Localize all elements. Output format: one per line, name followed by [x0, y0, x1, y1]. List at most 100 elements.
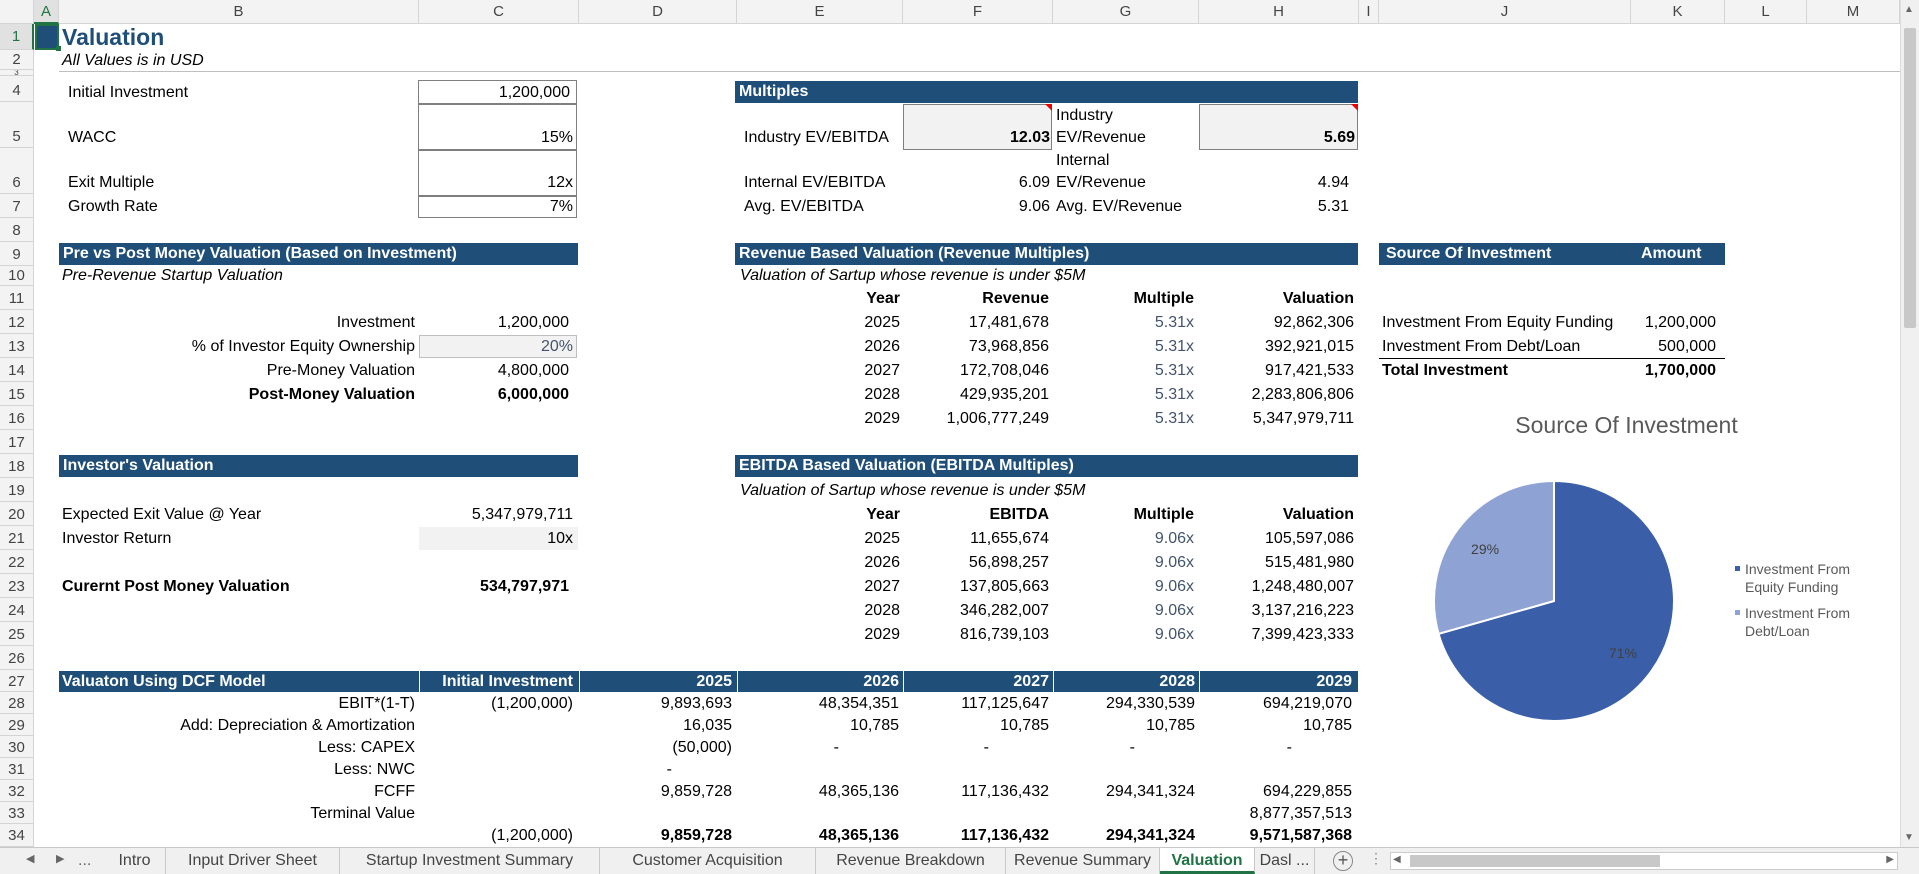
row-header[interactable]: 29 [0, 714, 34, 736]
row-header[interactable]: 30 [0, 736, 34, 758]
dcf-col-header: 2027 [1013, 673, 1049, 690]
row-header[interactable]: 7 [0, 194, 34, 218]
wacc-cell[interactable] [418, 104, 577, 150]
col-header-b[interactable]: B [59, 0, 419, 24]
equity-funding-label: Investment From Equity Funding [1382, 314, 1614, 331]
investor-return-cell[interactable] [419, 527, 578, 550]
scroll-thumb[interactable] [1904, 28, 1916, 328]
row-header[interactable]: 16 [0, 406, 34, 430]
row-header[interactable]: 10 [0, 266, 34, 286]
row-header[interactable]: 19 [0, 478, 34, 502]
exit-value: 5,347,979,711 [471, 506, 573, 523]
row-header[interactable]: 17 [0, 430, 34, 454]
row-header[interactable]: 14 [0, 358, 34, 382]
tab-next-icon[interactable]: ▶ [56, 853, 65, 865]
tab-prev-icon[interactable]: ◀ [26, 853, 35, 865]
sheet-tab[interactable]: Dasl ... [1255, 848, 1315, 874]
row-header[interactable]: 24 [0, 598, 34, 622]
industry-ev-revenue-cell[interactable] [1199, 104, 1358, 150]
row-header[interactable]: 11 [0, 286, 34, 310]
select-all-corner[interactable] [0, 0, 34, 24]
row-header[interactable]: 18 [0, 454, 34, 478]
col-header-a[interactable]: A [34, 0, 59, 24]
sheet-tab[interactable]: Valuation [1160, 848, 1255, 874]
col-header-j[interactable]: J [1379, 0, 1631, 24]
ebitda-col-valuation: Valuation [1282, 506, 1354, 523]
row-header[interactable]: 23 [0, 574, 34, 598]
initial-investment-cell[interactable] [418, 80, 577, 104]
sheet-tab[interactable]: Revenue Breakdown [816, 848, 1006, 874]
col-header-h[interactable]: H [1199, 0, 1359, 24]
row-header[interactable]: 32 [0, 780, 34, 802]
sheet-tab[interactable]: Customer Acquisition [600, 848, 816, 874]
debt-loan-value: 500,000 [1658, 338, 1716, 355]
comment-indicator[interactable] [1351, 104, 1358, 111]
row-header[interactable]: 21 [0, 526, 34, 550]
h-scroll-thumb[interactable] [1410, 855, 1660, 867]
row-header[interactable]: 6 [0, 148, 34, 194]
row-header[interactable]: 34 [0, 824, 34, 847]
row-header[interactable]: 15 [0, 382, 34, 406]
col-header-l[interactable]: L [1725, 0, 1807, 24]
tab-splitter-icon[interactable]: ⋮ [1369, 850, 1383, 866]
sheet-tab[interactable]: Input Driver Sheet [166, 848, 340, 874]
col-header-g[interactable]: G [1053, 0, 1199, 24]
dcf-cell: 117,136,432 [960, 827, 1049, 844]
scroll-up-icon[interactable]: ▲ [1904, 4, 1914, 15]
row-header[interactable]: 2 [0, 50, 34, 70]
horizontal-scrollbar[interactable]: ◀ ▶ [1390, 852, 1898, 870]
equity-ownership-cell[interactable] [419, 335, 577, 358]
col-header-i[interactable]: I [1359, 0, 1379, 24]
row-header[interactable]: 9 [0, 242, 34, 266]
dcf-row-label: Terminal Value [310, 805, 415, 822]
vertical-scrollbar[interactable]: ▲ ▼ [1900, 0, 1919, 847]
row-header[interactable]: 4 [0, 76, 34, 102]
col-header-d[interactable]: D [579, 0, 737, 24]
row-header[interactable]: 25 [0, 622, 34, 646]
row-header[interactable]: 5 [0, 102, 34, 148]
row-header[interactable]: 20 [0, 502, 34, 526]
dcf-cell: 294,341,324 [1106, 783, 1195, 800]
ebitda-col-ebitda: EBITDA [989, 506, 1049, 523]
row-header[interactable]: 13 [0, 334, 34, 358]
row-header[interactable]: 28 [0, 692, 34, 714]
comment-indicator[interactable] [1045, 104, 1052, 111]
row-header[interactable]: 22 [0, 550, 34, 574]
row-header[interactable]: 12 [0, 310, 34, 334]
col-header-e[interactable]: E [737, 0, 903, 24]
col-header-k[interactable]: K [1631, 0, 1725, 24]
row-header[interactable]: 27 [0, 670, 34, 692]
pie-slice[interactable] [1433, 479, 1555, 636]
sheet-tab[interactable]: Intro [104, 848, 166, 874]
dcf-col-header: 2025 [696, 673, 732, 690]
sheet-tab[interactable]: Revenue Summary [1006, 848, 1160, 874]
col-header-m[interactable]: M [1807, 0, 1900, 24]
sheet-tab[interactable]: Startup Investment Summary [340, 848, 600, 874]
legend-swatch [1735, 610, 1740, 615]
revenue_val-cell: 5,347,979,711 [1252, 410, 1354, 427]
exit-multiple-label: Exit Multiple [68, 174, 155, 191]
pie-chart[interactable]: Source Of Investment 71% 29% Investment F… [1379, 404, 1899, 744]
fill-handle[interactable] [56, 46, 61, 51]
row-header[interactable]: 8 [0, 218, 34, 242]
growth-rate-cell[interactable] [418, 196, 577, 218]
add-sheet-icon[interactable]: + [1333, 851, 1353, 871]
row-header[interactable]: 3 [0, 70, 34, 76]
scroll-down-icon[interactable]: ▼ [1904, 832, 1914, 843]
col-header-c[interactable]: C [419, 0, 579, 24]
investor-return-label: Investor Return [62, 530, 172, 547]
scroll-left-icon[interactable]: ◀ [1393, 854, 1401, 865]
selected-cell-a1[interactable] [35, 24, 59, 50]
col-header-f[interactable]: F [903, 0, 1053, 24]
dcf-cell: 10,785 [850, 717, 899, 734]
row-header[interactable]: 33 [0, 802, 34, 824]
exit-multiple-cell[interactable] [418, 150, 577, 196]
industry-ev-ebitda-cell[interactable] [903, 104, 1052, 150]
pie-svg: 71% 29% [1433, 479, 1675, 722]
pie-slice[interactable] [1437, 479, 1675, 722]
tab-more[interactable]: ... [78, 852, 92, 869]
scroll-right-icon[interactable]: ▶ [1886, 854, 1894, 865]
row-header[interactable]: 1 [0, 24, 34, 50]
row-header[interactable]: 26 [0, 646, 34, 670]
row-header[interactable]: 31 [0, 758, 34, 780]
